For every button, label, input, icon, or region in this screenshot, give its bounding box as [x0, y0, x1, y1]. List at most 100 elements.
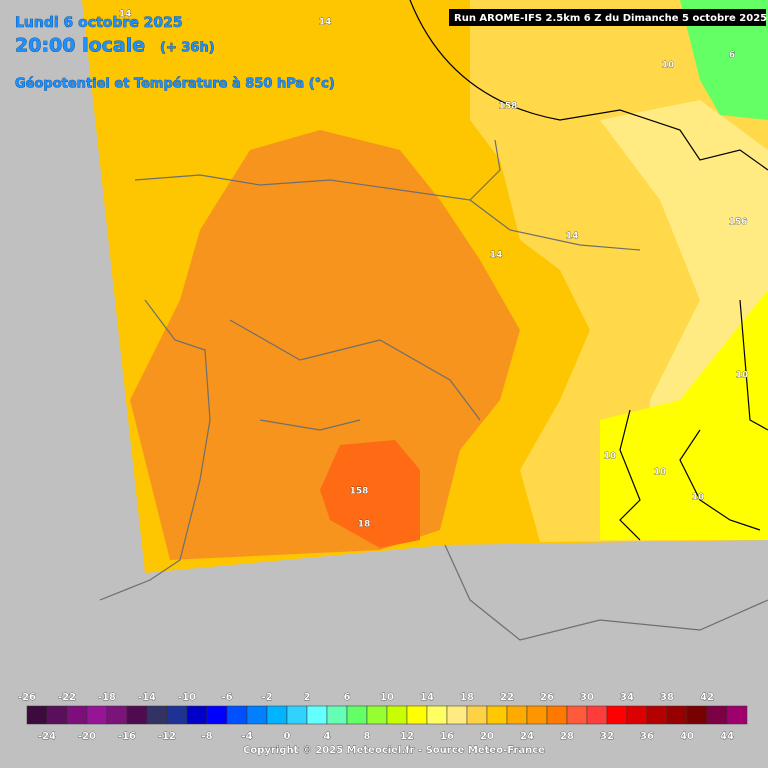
scale-label: -20 [78, 731, 96, 742]
scale-label: 42 [700, 692, 714, 703]
scale-label: 20 [480, 731, 494, 742]
island-coast [679, 429, 761, 531]
scale-label: -18 [98, 692, 116, 703]
scale-label: 34 [620, 692, 634, 703]
scale-cell [566, 705, 588, 725]
scale-label: -24 [38, 731, 56, 742]
coastline [739, 299, 768, 431]
scale-label: 0 [284, 731, 291, 742]
scale-label: -2 [261, 692, 272, 703]
scale-cell [446, 705, 468, 725]
scale-cell [386, 705, 408, 725]
scale-cell [366, 705, 388, 725]
scale-label: 16 [440, 731, 454, 742]
scale-cell [646, 705, 668, 725]
contour-label: 158 [499, 102, 518, 112]
border [259, 419, 361, 431]
scale-label: -12 [158, 731, 176, 742]
scale-cell [706, 705, 728, 725]
scale-label: 6 [344, 692, 351, 703]
scale-cell [406, 705, 428, 725]
scale-cell [586, 705, 608, 725]
scale-label: 38 [660, 692, 674, 703]
contour-label: 10 [662, 61, 675, 71]
contour-label: 14 [119, 10, 132, 20]
scale-cell [686, 705, 708, 725]
scale-label: -14 [138, 692, 156, 703]
border [469, 199, 641, 251]
scale-cell [226, 705, 248, 725]
date: Lundi 6 octobre 2025 [15, 15, 183, 31]
copyright: Copyright © 2025 Meteociel.fr - Source M… [243, 745, 545, 756]
scale-label: 40 [680, 731, 694, 742]
run-info: Run AROME-IFS 2.5km 6 Z du Dimanche 5 oc… [454, 13, 767, 24]
color-scale: -26-24-22-20-18-16-14-12-10-8-6-4-202468… [18, 692, 748, 742]
bright-field [600, 290, 768, 540]
border [99, 299, 211, 601]
contour-label: 10 [654, 468, 667, 478]
scale-label: 2 [304, 692, 311, 703]
scale-label: -8 [201, 731, 212, 742]
scale-cell [526, 705, 548, 725]
scale-label: -10 [178, 692, 196, 703]
border [229, 319, 481, 421]
time: 20:00 locale [15, 35, 145, 57]
scale-cell [246, 705, 268, 725]
contour-label: 14 [319, 18, 332, 28]
scale-cell [546, 705, 568, 725]
scale-cell [426, 705, 448, 725]
scale-label: 24 [520, 731, 534, 742]
lead-time: (+ 36h) [160, 41, 215, 56]
scale-label: -4 [241, 731, 252, 742]
isohypse [409, 0, 768, 171]
scale-cell [306, 705, 328, 725]
scale-label: 10 [380, 692, 394, 703]
contour-label: 18 [358, 520, 371, 530]
scale-label: -22 [58, 692, 76, 703]
scale-cell [486, 705, 508, 725]
scale-label: 36 [640, 731, 654, 742]
green-field [680, 0, 768, 120]
scale-label: 18 [460, 692, 474, 703]
scale-label: 32 [600, 731, 614, 742]
scale-cell [626, 705, 648, 725]
contour-label: 10 [692, 493, 705, 503]
contour-label: 158 [350, 487, 369, 497]
scale-cell [206, 705, 228, 725]
scale-label: -26 [18, 692, 36, 703]
hot-field [320, 440, 420, 548]
run-box [449, 9, 766, 26]
contour-label: 14 [566, 232, 579, 242]
scale-cell [346, 705, 368, 725]
scale-label: 12 [400, 731, 414, 742]
scale-label: 4 [324, 731, 331, 742]
contour-label: 6 [729, 51, 735, 61]
scale-cell [466, 705, 488, 725]
scale-cell [266, 705, 288, 725]
scale-label: 44 [720, 731, 734, 742]
scale-cell [666, 705, 688, 725]
scale-cell [86, 705, 108, 725]
contour-label: 156 [729, 218, 748, 228]
scale-label: 26 [540, 692, 554, 703]
scale-cell [26, 705, 48, 725]
scale-label: 30 [580, 692, 594, 703]
scale-cell [126, 705, 148, 725]
coastline [444, 544, 768, 641]
scale-cell [726, 705, 748, 725]
coastline [134, 139, 501, 201]
scale-label: 22 [500, 692, 514, 703]
contour-labels: 14 14 158 14 14 156 10 6 10 10 10 10 158 18 [118, 9, 749, 530]
island-coast [619, 409, 641, 541]
scale-label: -16 [118, 731, 136, 742]
field-title: Géopotentiel et Température à 850 hPa (°… [15, 77, 335, 92]
borders [99, 0, 768, 641]
scale-label: 14 [420, 692, 434, 703]
scale-cell [66, 705, 88, 725]
scale-cell [46, 705, 68, 725]
scale-cell [106, 705, 128, 725]
model-domain [82, 0, 768, 573]
orange-field [130, 130, 520, 560]
contour-label: 10 [736, 371, 749, 381]
